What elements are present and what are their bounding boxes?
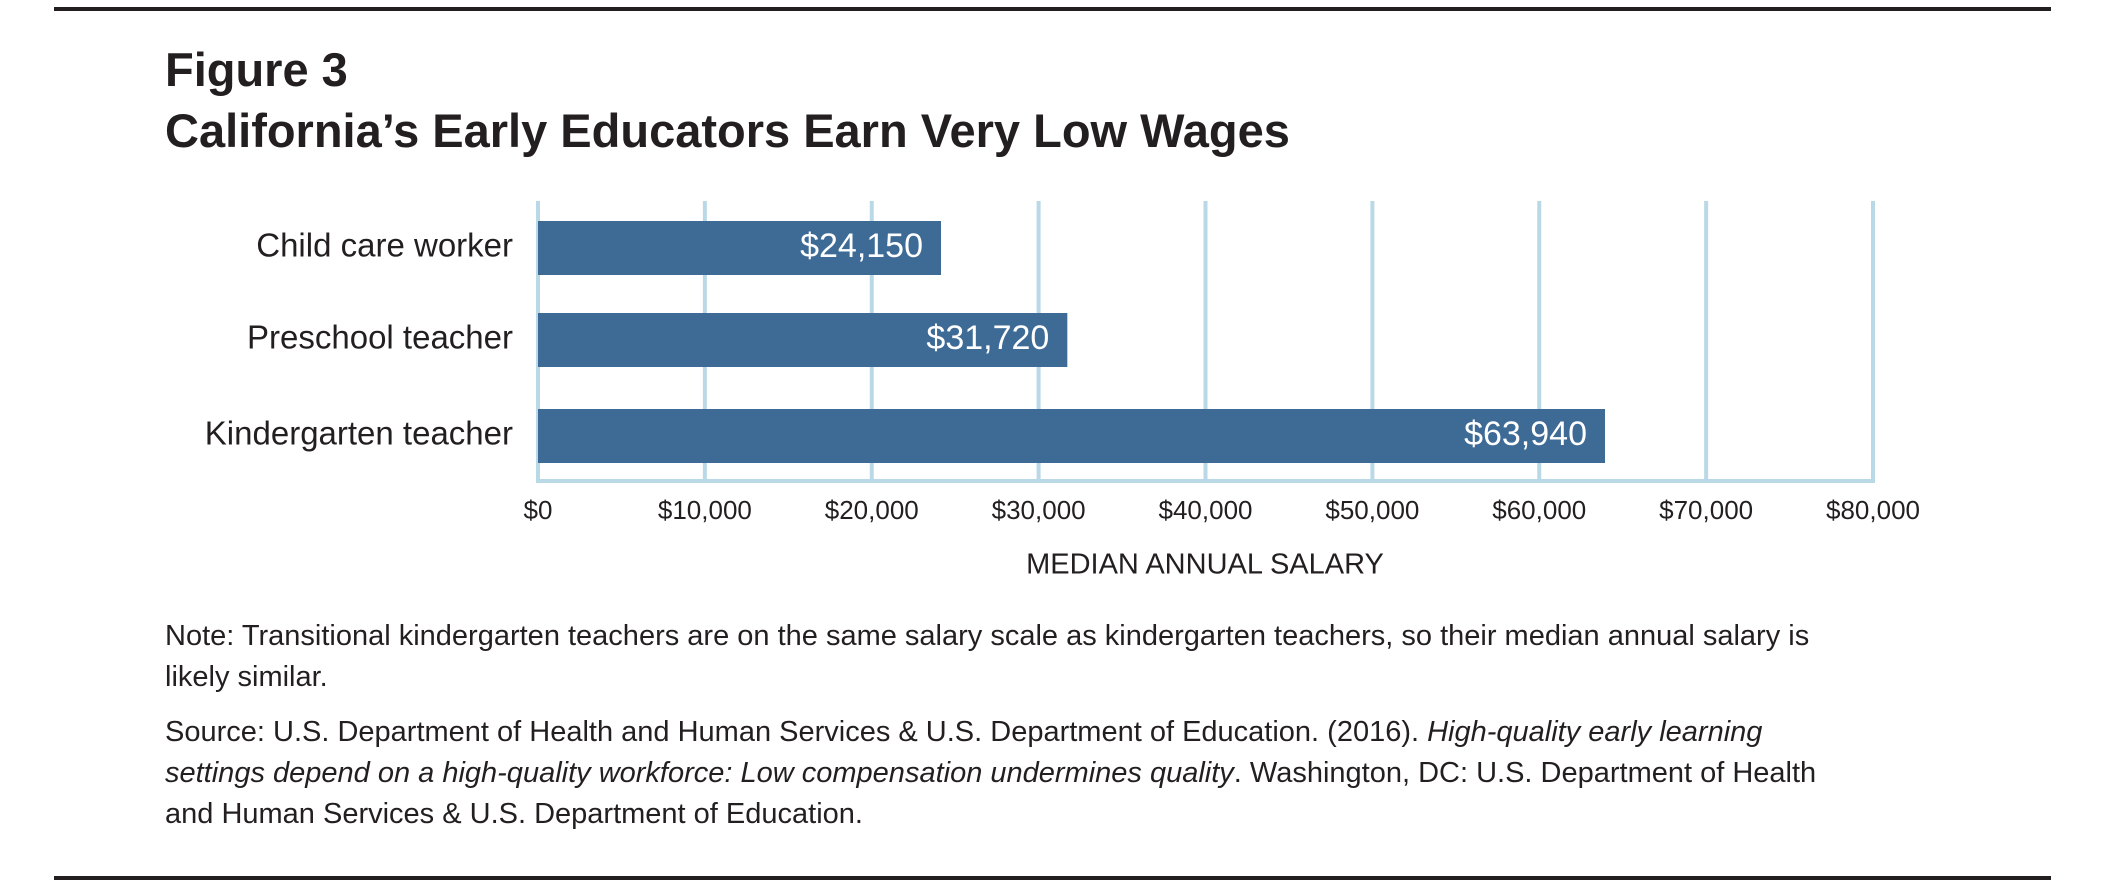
source: Source: U.S. Department of Health and Hu…	[165, 712, 1865, 835]
y-tick-label: Preschool teacher	[247, 319, 513, 356]
source-text: . Washington, DC: U.S. Department of Hea…	[165, 757, 1817, 830]
source-text: Source: U.S. Department of Health and Hu…	[165, 716, 1428, 748]
y-tick-label: Kindergarten teacher	[205, 415, 513, 452]
bar	[538, 409, 1605, 463]
value-label: $24,150	[800, 227, 923, 265]
x-tick-label: $10,000	[658, 495, 752, 525]
y-tick-label: Child care worker	[256, 227, 513, 264]
x-tick-label: $0	[524, 495, 553, 525]
x-tick-label: $50,000	[1325, 495, 1419, 525]
chart-title: California’s Early Educators Earn Very L…	[165, 104, 1290, 157]
x-tick-label: $70,000	[1659, 495, 1753, 525]
x-tick-label: $30,000	[992, 495, 1086, 525]
note: Note: Transitional kindergarten teachers…	[165, 620, 1810, 693]
value-label: $63,940	[1464, 415, 1587, 453]
x-tick-label: $80,000	[1826, 495, 1920, 525]
source-title: High-quality early learning settings dep…	[165, 716, 1763, 789]
top-rule	[54, 7, 2051, 11]
x-axis-label: MEDIAN ANNUAL SALARY	[1026, 549, 1384, 581]
figure-label: Figure 3	[165, 43, 348, 96]
x-tick-label: $60,000	[1492, 495, 1586, 525]
chart: MEDIAN ANNUAL SALARY $0 $10,000 $20,000 $30…	[205, 201, 1920, 581]
x-tick-label: $20,000	[825, 495, 919, 525]
value-label: $31,720	[926, 319, 1049, 357]
x-tick-label: $40,000	[1159, 495, 1253, 525]
bar	[538, 221, 942, 275]
bar	[538, 313, 1068, 367]
bottom-rule	[54, 876, 2051, 880]
